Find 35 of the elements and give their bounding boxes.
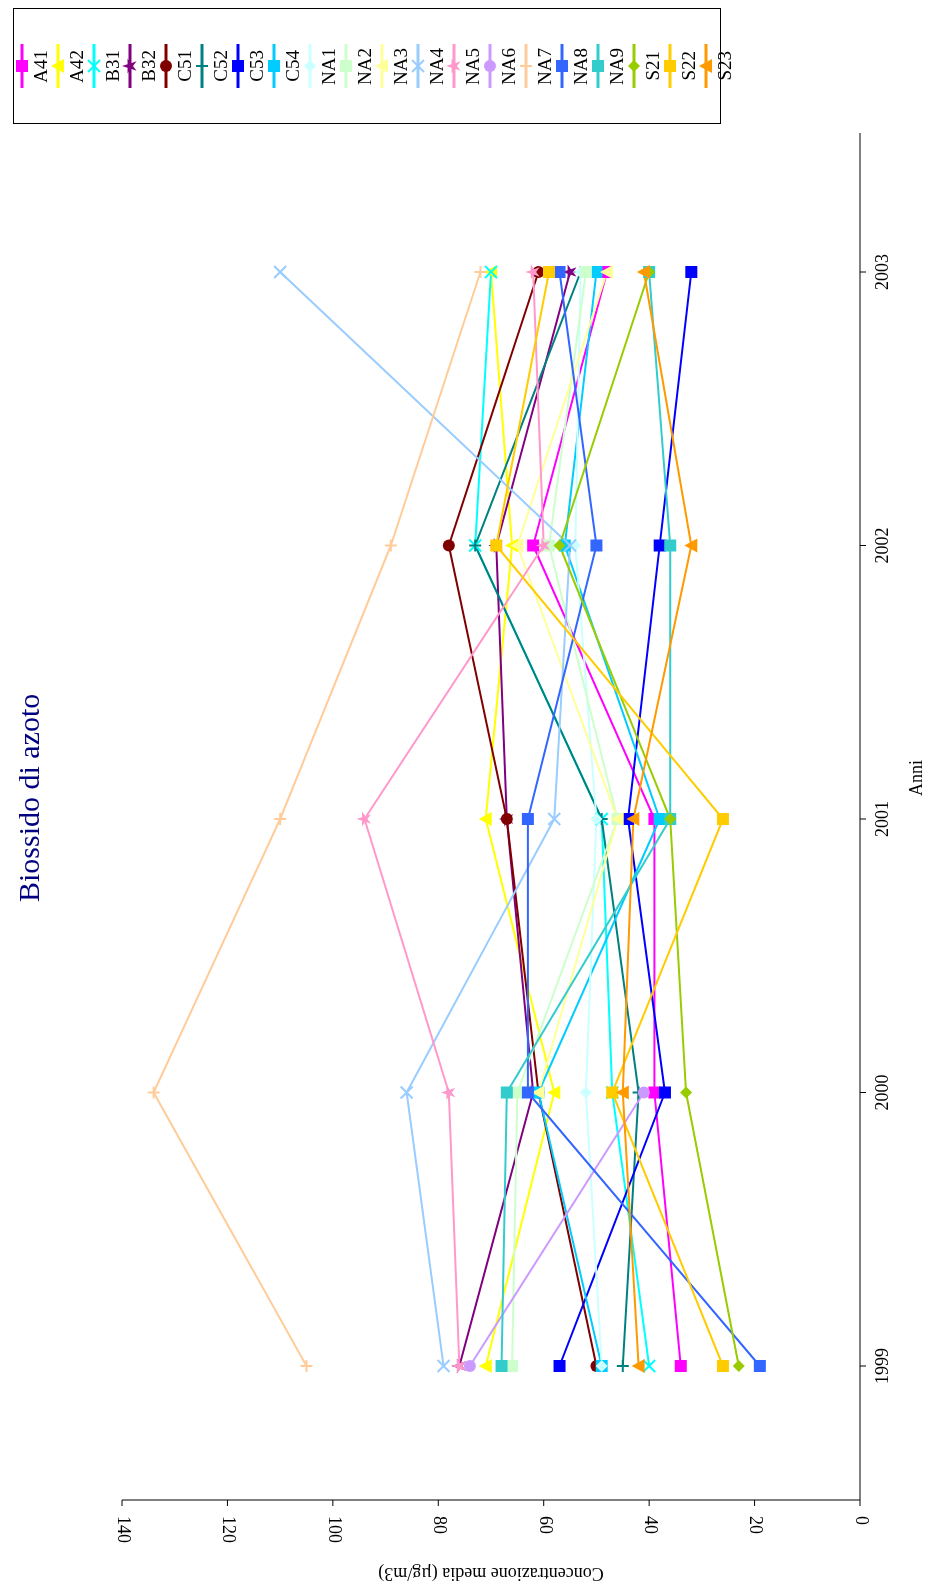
legend-label: S22 bbox=[678, 51, 699, 81]
legend-label: C53 bbox=[246, 50, 267, 82]
legend-label: A41 bbox=[30, 49, 51, 83]
legend-label: NA3 bbox=[390, 47, 411, 85]
legend-label: A42 bbox=[66, 49, 87, 83]
legend-label: NA4 bbox=[426, 47, 447, 85]
text: Biossido di azoto bbox=[12, 692, 46, 905]
x-tick-label: 120 bbox=[219, 1516, 240, 1543]
y-tick-label: 2002 bbox=[872, 527, 893, 564]
legend-label: B32 bbox=[138, 50, 159, 82]
legend-label: C52 bbox=[210, 50, 231, 82]
legend-label: NA8 bbox=[570, 47, 591, 85]
y-axis-title: Anni bbox=[906, 759, 927, 798]
x-tick-label: 60 bbox=[535, 1516, 556, 1534]
legend-label: C54 bbox=[282, 50, 303, 82]
legend-label: NA2 bbox=[354, 47, 375, 85]
x-tick-label: 80 bbox=[430, 1516, 451, 1534]
y-tick-label: 2001 bbox=[872, 801, 893, 837]
legend-label: C51 bbox=[174, 50, 195, 82]
legend-label: B31 bbox=[102, 50, 123, 82]
y-tick-label: 1999 bbox=[872, 1348, 893, 1384]
legend-label: NA6 bbox=[498, 47, 519, 85]
legend-label: NA7 bbox=[534, 47, 555, 85]
legend-label: S21 bbox=[642, 51, 663, 81]
y-tick-label: 2000 bbox=[872, 1074, 893, 1111]
x-tick-label: 40 bbox=[641, 1516, 662, 1534]
y-tick-label: 2003 bbox=[872, 254, 893, 290]
legend-label: NA1 bbox=[318, 47, 339, 85]
x-tick-label: 140 bbox=[113, 1516, 134, 1543]
x-tick-label: 20 bbox=[746, 1516, 767, 1534]
legend-label: NA5 bbox=[462, 47, 483, 85]
x-axis-title: Concentrazione media (µg/m3) bbox=[377, 1563, 605, 1584]
legend-label: NA9 bbox=[606, 47, 627, 85]
x-tick-label: 0 bbox=[851, 1516, 872, 1525]
x-tick-label: 100 bbox=[324, 1516, 345, 1543]
